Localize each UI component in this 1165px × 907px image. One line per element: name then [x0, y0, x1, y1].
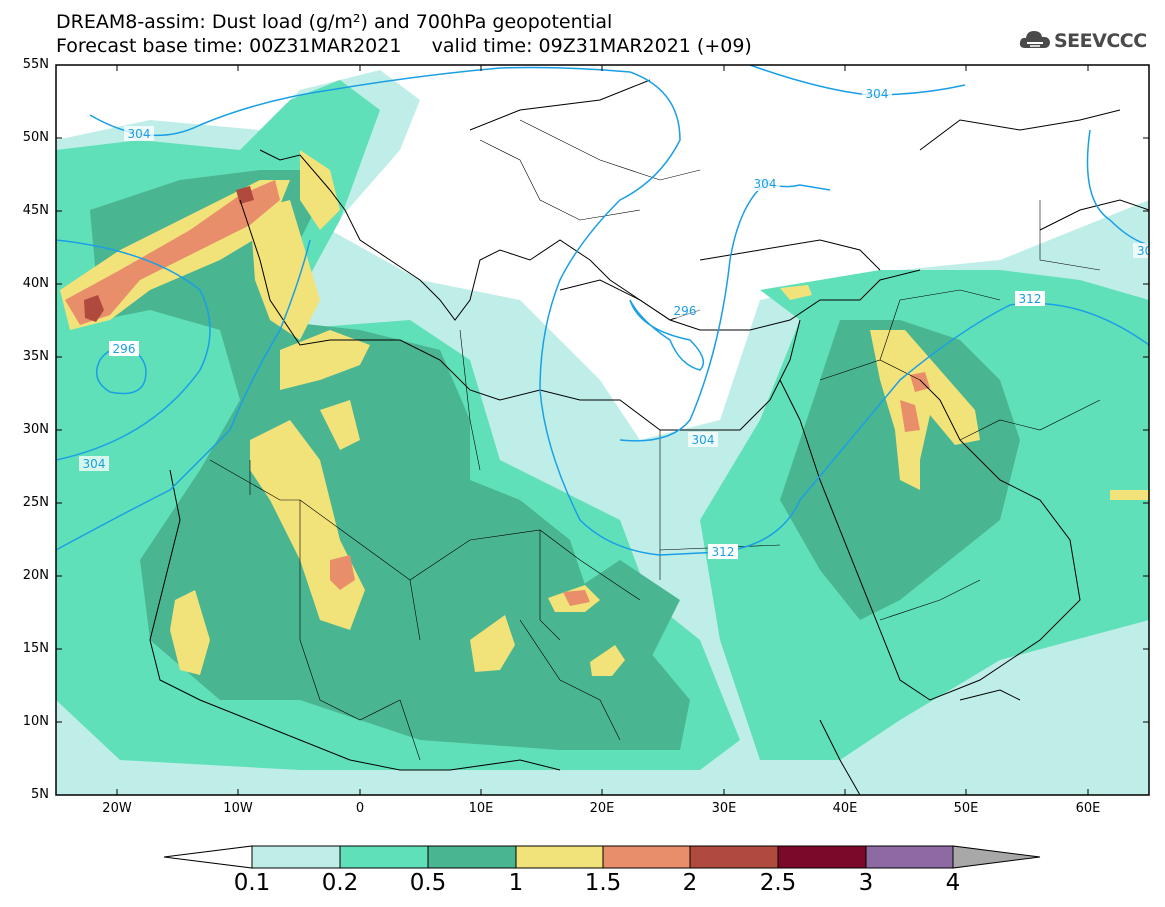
svg-text:296: 296: [113, 342, 136, 356]
contour-label: 312: [708, 544, 738, 559]
lat-label: 45N: [22, 203, 49, 218]
colorbar-label: 2: [682, 870, 698, 896]
svg-text:30: 30: [1137, 244, 1152, 258]
contour-label: 304: [750, 176, 780, 191]
contour-label: 312: [1015, 291, 1045, 306]
svg-text:296: 296: [674, 304, 697, 318]
svg-text:312: 312: [712, 545, 735, 559]
lon-label: 20W: [102, 801, 132, 816]
lat-label: 15N: [22, 641, 49, 656]
lon-label: 0: [355, 801, 365, 816]
lat-label: 50N: [22, 130, 49, 145]
chart-title-line2: Forecast base time: 00Z31MAR2021 valid t…: [56, 35, 752, 57]
contour-label: 304: [862, 86, 892, 101]
colorbar-label: 0.2: [321, 870, 359, 896]
svg-text:304: 304: [754, 177, 777, 191]
lat-label: 20N: [22, 568, 49, 583]
contour-labels: 304 304 304 304 312 312 296 304 296 30: [79, 86, 1152, 559]
lon-label: 10W: [223, 801, 253, 816]
contour-label: 296: [109, 341, 139, 356]
lon-label: 50E: [953, 801, 979, 816]
lon-label: 20E: [589, 801, 615, 816]
colorbar-label: 1.5: [584, 870, 622, 896]
contour-label: 296: [670, 303, 700, 318]
lon-label: 40E: [832, 801, 858, 816]
cloud-icon: [1019, 31, 1050, 48]
dust-level-2: [84, 186, 254, 322]
country-borders: [209, 119, 1101, 761]
colorbar-label: 4: [945, 870, 961, 896]
lat-label: 35N: [22, 349, 49, 364]
svg-text:304: 304: [128, 127, 151, 141]
svg-text:304: 304: [83, 457, 106, 471]
contour-label: 304: [79, 456, 109, 471]
lon-label: 60E: [1075, 801, 1101, 816]
colorbar-label: 3: [858, 870, 874, 896]
colorbar-label: 0.1: [233, 870, 271, 896]
lat-label: 30N: [22, 422, 49, 437]
axis-ticks: [56, 64, 1149, 795]
lon-label: 30E: [711, 801, 737, 816]
lat-label: 55N: [22, 57, 49, 72]
lat-label: 40N: [22, 276, 49, 291]
lat-label: 25N: [22, 495, 49, 510]
svg-text:312: 312: [1019, 292, 1042, 306]
lat-label: 5N: [31, 787, 49, 802]
colorbar-label: 2.5: [759, 870, 797, 896]
contour-label: 304: [688, 432, 718, 447]
seevccc-logo: SEEVCCC: [1018, 26, 1158, 56]
logo-text: SEEVCCC: [1054, 30, 1147, 52]
lon-label: 10E: [468, 801, 494, 816]
lat-label: 10N: [22, 714, 49, 729]
colorbar-label: 1: [508, 870, 524, 896]
svg-text:304: 304: [866, 87, 889, 101]
dust-level-1.5: [65, 180, 930, 606]
contour-label: 30: [1133, 243, 1152, 258]
chart-title-line1: DREAM8-assim: Dust load (g/m²) and 700hP…: [56, 11, 613, 33]
contour-label: 304: [124, 126, 154, 141]
svg-text:304: 304: [692, 433, 715, 447]
colorbar-label: 0.5: [409, 870, 447, 896]
